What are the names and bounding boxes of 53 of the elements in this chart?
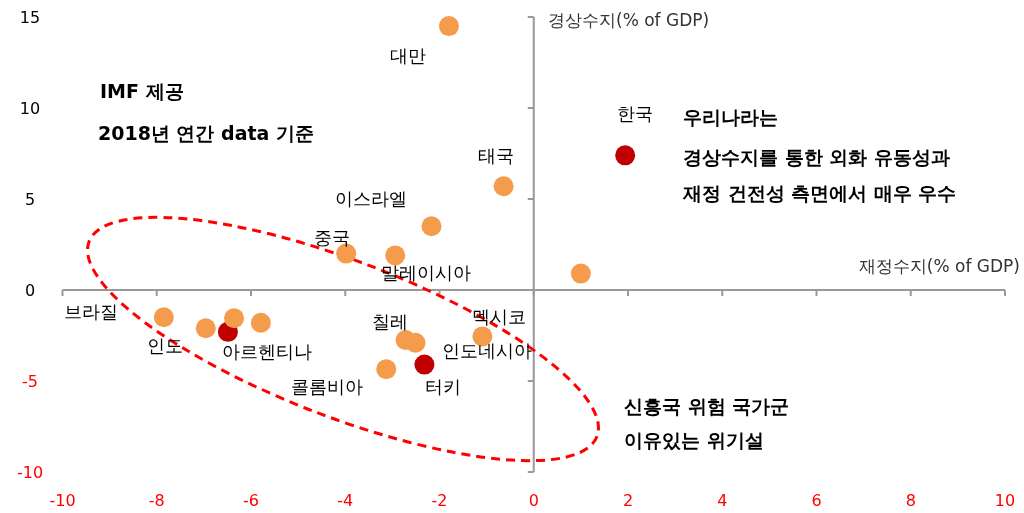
annotation: 대만 (389, 45, 426, 67)
annotation: 브라질 (63, 301, 118, 323)
point (414, 354, 435, 375)
x-axis-title: 재정수지(% of GDP) (858, 256, 1020, 276)
point (438, 16, 459, 37)
point (405, 332, 426, 353)
point (493, 176, 514, 197)
annotation: 아르헨티나 (221, 340, 312, 362)
annotation: 멕시코 (472, 306, 527, 328)
x-tick-label: -2 (431, 491, 448, 510)
point (224, 308, 245, 329)
y-axis-title: 경상수지(% of GDP) (548, 10, 710, 30)
y-tick-label: 15 (19, 8, 41, 27)
x-tick-label: 6 (811, 491, 822, 510)
annotation: 인도 (146, 335, 183, 357)
annotation: 중국 (314, 226, 351, 248)
annotation: 인도네시아 (442, 339, 533, 361)
point (153, 307, 174, 328)
annotation: IMF 제공 (100, 80, 184, 102)
x-tick-label: -10 (49, 491, 76, 510)
annotation: 신흥국 위험 국가군 (624, 395, 790, 417)
annotation: 이스라엘 (335, 188, 408, 210)
x-tick-label: 8 (905, 491, 916, 510)
annotation: 태국 (477, 145, 514, 167)
annotation: 칠레 (371, 311, 408, 333)
point (195, 318, 216, 339)
annotation: 말레이시아 (381, 262, 472, 284)
annotation: 우리나라는 (683, 106, 778, 128)
point (385, 245, 406, 266)
y-tick-label: -5 (22, 372, 38, 391)
x-tick-label: 2 (622, 491, 634, 510)
point (376, 359, 397, 380)
x-tick-label: -4 (337, 491, 354, 510)
point (570, 263, 591, 284)
x-tick-label: 4 (717, 491, 728, 510)
annotation: 콜롬비아 (291, 376, 364, 398)
y-tick-label: 10 (19, 99, 41, 118)
annotation: 터키 (425, 375, 462, 397)
annotation: 이유있는 위기설 (624, 429, 764, 451)
x-tick-label: -8 (148, 491, 165, 510)
y-tick-label: 5 (24, 190, 36, 209)
point (250, 312, 271, 333)
y-tick-label: 0 (24, 281, 36, 300)
annotation: 2018년 연간 data 기준 (98, 122, 315, 144)
annotation: 재정 건전성 측면에서 매우 우수 (682, 182, 957, 204)
x-tick-label: -6 (243, 491, 259, 510)
point (615, 145, 636, 166)
x-tick-label: 0 (528, 491, 539, 510)
y-tick-label: -10 (16, 463, 44, 482)
point (421, 216, 442, 237)
x-tick-label: 10 (994, 491, 1016, 510)
annotation: 한국 (617, 103, 654, 125)
annotation: 경상수지를 통한 외화 유동성과 (683, 146, 950, 168)
